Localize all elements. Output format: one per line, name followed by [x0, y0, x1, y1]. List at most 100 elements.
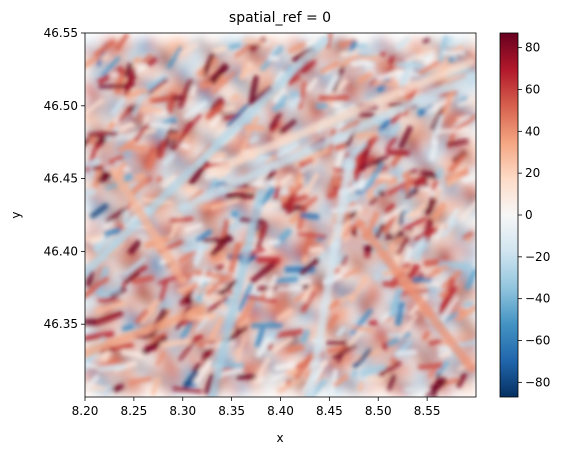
heatmap-cell — [365, 216, 374, 225]
heatmap-ridge — [463, 301, 474, 308]
colorbar-tick-label: 20 — [525, 166, 540, 180]
heatmap-cell — [421, 256, 430, 265]
heatmap-cell — [285, 40, 294, 49]
heatmap-cell — [109, 64, 118, 73]
heatmap-ridge — [251, 322, 283, 329]
heatmap-cell — [237, 296, 246, 305]
heatmap-cell — [125, 168, 134, 177]
heatmap-cell — [325, 104, 334, 113]
heatmap-cell — [389, 328, 398, 337]
heatmap-cell — [285, 96, 294, 105]
heatmap-cell — [181, 264, 190, 273]
heatmap-cell — [469, 136, 476, 145]
heatmap-cell — [181, 160, 190, 169]
heatmap-cell — [197, 88, 206, 97]
heatmap-cell — [109, 368, 118, 377]
heatmap-cell — [133, 248, 142, 257]
heatmap-cell — [397, 160, 406, 169]
heatmap-cell — [293, 168, 302, 177]
heatmap-cell — [381, 56, 390, 65]
heatmap-cell — [349, 384, 358, 393]
heatmap-ridge — [264, 154, 278, 164]
heatmap-cell — [357, 272, 366, 281]
heatmap-ridge — [368, 195, 379, 206]
heatmap-cell — [85, 216, 94, 225]
heatmap-cell — [325, 208, 334, 217]
heatmap-cell — [189, 48, 198, 57]
heatmap-cell — [85, 48, 94, 57]
heatmap-cell — [317, 216, 326, 225]
heatmap-cell — [141, 112, 150, 121]
heatmap-cell — [437, 96, 446, 105]
heatmap-cell — [453, 240, 462, 249]
heatmap-cell — [133, 384, 142, 393]
heatmap-cell — [189, 136, 198, 145]
heatmap-cell — [357, 64, 366, 73]
heatmap-cell — [421, 104, 430, 113]
heatmap-cell — [93, 360, 102, 369]
heatmap-cell — [93, 40, 102, 49]
heatmap-cell — [373, 120, 382, 129]
heatmap-cell — [85, 112, 94, 121]
heatmap-ridge — [345, 141, 368, 162]
heatmap-cell — [293, 288, 302, 297]
heatmap-ridge — [103, 384, 113, 396]
heatmap-cell — [93, 104, 102, 113]
heatmap-cell — [429, 248, 438, 257]
heatmap-cell — [157, 168, 166, 177]
heatmap-cell — [125, 288, 134, 297]
x-tick-label: 8.50 — [365, 404, 392, 418]
heatmap-ridge — [276, 141, 300, 160]
heatmap-cell — [133, 312, 142, 321]
heatmap-cell — [349, 352, 358, 361]
heatmap-cell — [93, 328, 102, 337]
heatmap-cell — [141, 192, 150, 201]
heatmap-cell — [301, 272, 310, 281]
heatmap-cell — [149, 280, 158, 289]
heatmap-cell — [413, 368, 422, 377]
heatmap-cell — [325, 48, 334, 57]
heatmap-cell — [205, 320, 214, 329]
heatmap-ridge — [434, 223, 445, 241]
heatmap-ridge — [384, 202, 396, 215]
heatmap-cell — [325, 112, 334, 121]
heatmap-cell — [141, 368, 150, 377]
heatmap-cell — [397, 120, 406, 129]
heatmap-cell — [269, 208, 278, 217]
heatmap-ridge — [100, 349, 112, 362]
heatmap-ridge — [289, 90, 300, 99]
heatmap-ridge — [397, 313, 419, 340]
heatmap-cell — [165, 88, 174, 97]
x-tick-label: 8.20 — [72, 404, 99, 418]
heatmap-ridge — [465, 236, 473, 242]
heatmap-cell — [469, 320, 476, 329]
heatmap-ridge — [265, 274, 278, 298]
heatmap-ridge — [131, 91, 145, 118]
heatmap-cell — [109, 224, 118, 233]
heatmap-cell — [165, 360, 174, 369]
heatmap-ridge — [302, 147, 331, 162]
heatmap-cell — [165, 144, 174, 153]
heatmap-cell — [317, 168, 326, 177]
heatmap-cell — [293, 256, 302, 265]
heatmap-cell — [437, 152, 446, 161]
heatmap-cell — [157, 88, 166, 97]
heatmap-cell — [413, 224, 422, 233]
heatmap-cell — [453, 360, 462, 369]
heatmap-cell — [101, 80, 110, 89]
heatmap-ridge — [367, 376, 385, 383]
heatmap-cell — [429, 232, 438, 241]
heatmap-cell — [349, 88, 358, 97]
heatmap-ridge — [146, 56, 159, 67]
heatmap-cell — [221, 48, 230, 57]
heatmap-cell — [365, 256, 374, 265]
heatmap-cell — [197, 64, 206, 73]
heatmap-cell — [437, 216, 446, 225]
heatmap-cell — [93, 72, 102, 81]
heatmap-cell — [141, 40, 150, 49]
heatmap-cell — [469, 368, 476, 377]
heatmap-cell — [93, 368, 102, 377]
heatmap-cell — [469, 40, 476, 49]
heatmap-cell — [341, 312, 350, 321]
heatmap-cell — [165, 336, 174, 345]
